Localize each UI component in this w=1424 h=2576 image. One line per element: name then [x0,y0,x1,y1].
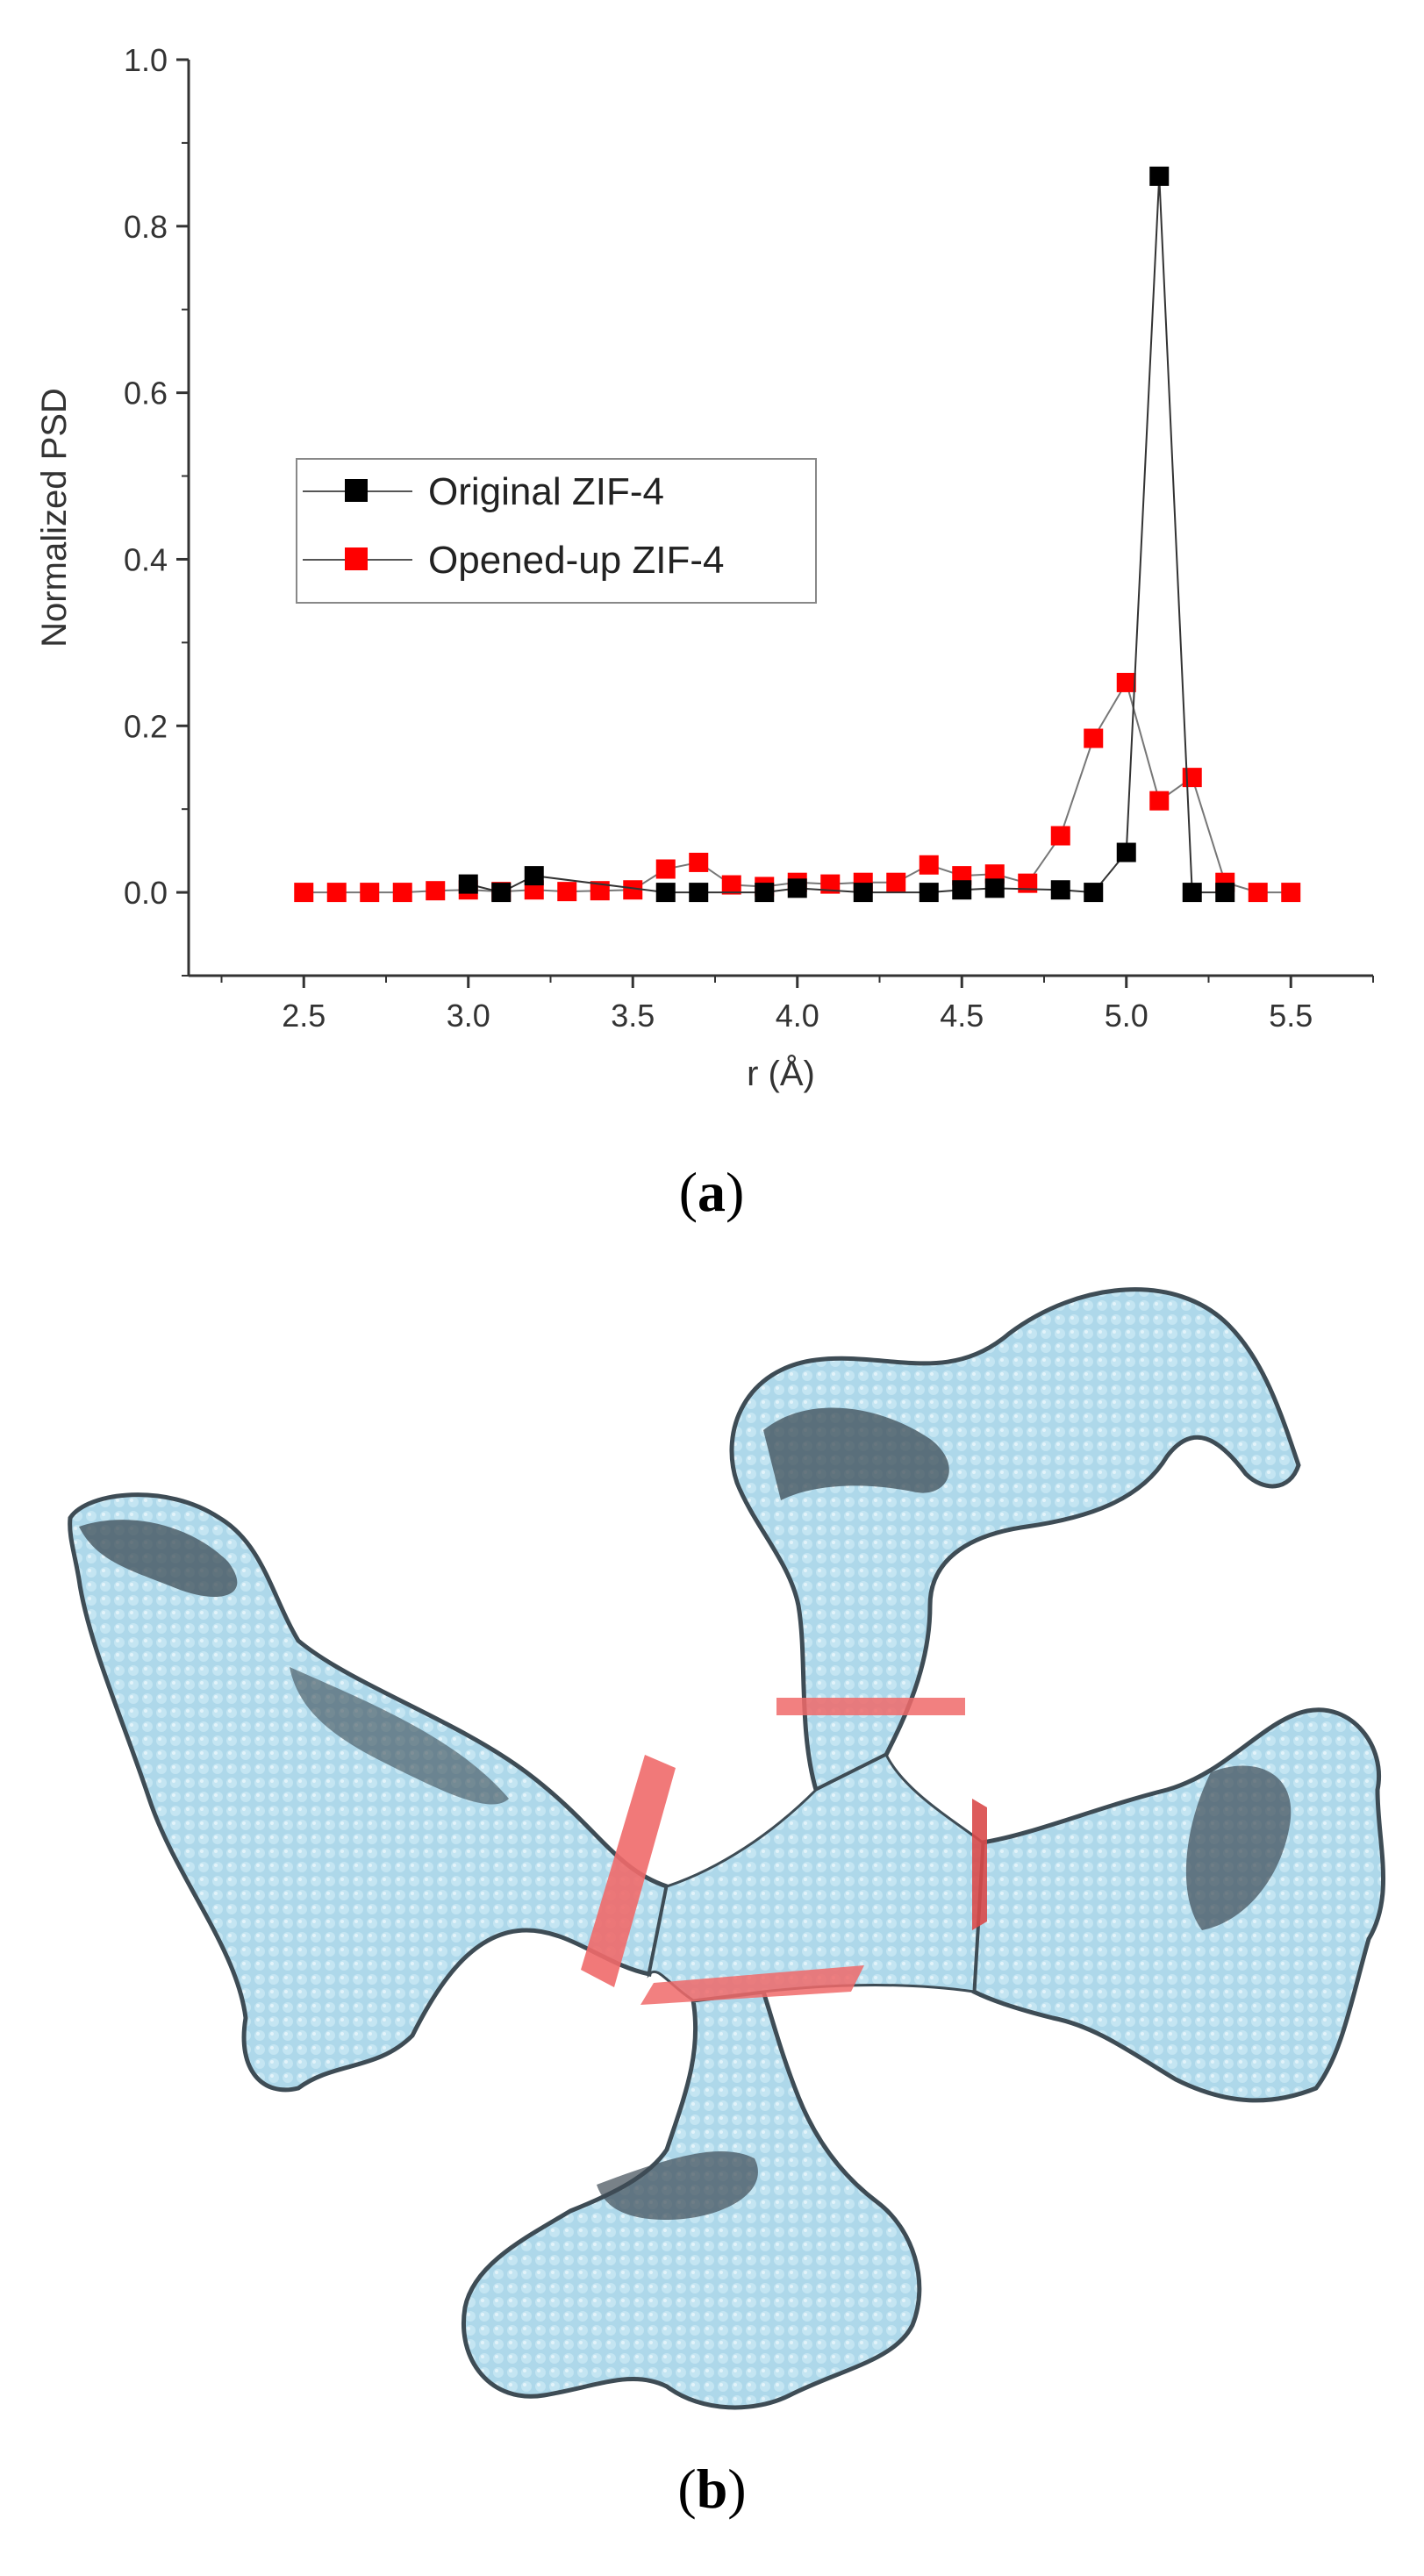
y-tick-label-1: 0.2 [124,708,168,744]
data-point-0-15 [1182,883,1202,903]
window-plane-right [972,1799,987,1930]
data-point-1-18 [886,872,906,892]
x-tick-label-5: 5.0 [1105,998,1149,1034]
pore-junction [647,1752,984,2002]
data-point-0-6 [787,878,807,898]
panel-label-a: (a) [679,1161,745,1223]
data-point-1-30 [1281,883,1301,903]
y-tick-label-3: 0.6 [124,376,168,411]
data-point-0-9 [952,880,972,900]
chart-series [294,166,1301,903]
x-tick-label-2: 3.5 [611,998,655,1034]
data-point-0-7 [853,883,873,903]
x-tick-label-3: 4.0 [776,998,819,1034]
psd-chart: 2.5 3.0 3.5 4.0 4.5 5.0 5.50.00.20.40.60.81.0 … [35,42,1374,1223]
data-point-1-27 [1182,768,1202,788]
data-point-1-24 [1084,728,1104,748]
pore-shadow-bottom [597,2150,758,2220]
data-point-1-19 [919,855,939,875]
pore-shadow-right [1185,1765,1292,1930]
legend-marker-original [345,479,368,502]
data-point-1-8 [557,882,577,902]
legend-box [296,458,817,604]
data-point-1-25 [1116,672,1136,692]
x-tick-label-4: 4.5 [940,998,984,1034]
pore-structure-image [68,1287,1386,2410]
pore-shadow-left-2 [290,1667,509,1805]
data-point-0-11 [1050,880,1070,900]
series-line-1 [304,680,1292,894]
data-point-0-16 [1215,883,1235,903]
data-point-1-4 [426,881,446,901]
y-tick-label-0: 0.0 [124,875,168,911]
data-point-0-8 [919,883,939,903]
legend-marker-opened [345,547,368,570]
data-point-1-29 [1248,883,1268,903]
data-point-1-13 [721,875,741,895]
pore-arm-right [971,1707,1386,2103]
y-tick-label-5: 1.0 [124,42,168,78]
series-1 [294,672,1301,903]
legend-label-original: Original ZIF-4 [428,470,664,513]
panel-label-b: (b) [677,2458,747,2520]
x-axis-title: r (Å) [747,1054,815,1093]
chart-legend: Original ZIF-4 Opened-up ZIF-4 [296,458,817,604]
data-point-0-10 [984,878,1005,898]
data-point-0-13 [1116,842,1136,862]
window-plane-top [776,1698,965,1715]
data-point-1-12 [689,852,709,872]
data-point-0-0 [458,874,478,894]
data-point-1-2 [360,883,380,903]
y-axis-title: Normalized PSD [35,388,74,648]
data-point-0-14 [1149,166,1170,186]
data-point-1-26 [1149,791,1170,811]
data-point-0-12 [1084,883,1104,903]
data-point-0-5 [755,883,775,903]
data-point-1-10 [623,880,643,900]
window-plane-left [581,1755,676,1987]
data-point-1-1 [326,883,347,903]
data-point-0-4 [689,883,709,903]
x-tick-label-0: 2.5 [282,998,326,1034]
data-point-1-3 [392,883,412,903]
data-point-0-1 [491,883,512,903]
data-point-1-11 [655,859,676,879]
window-plane-bottom [640,1965,864,2005]
legend-label-opened: Opened-up ZIF-4 [428,539,725,582]
x-tick-label-6: 5.5 [1269,998,1313,1034]
y-tick-label-2: 0.4 [124,541,168,577]
data-point-1-23 [1050,826,1070,846]
pore-shadow-left [79,1520,238,1597]
pore-arm-left [68,1492,669,2093]
data-point-1-22 [1018,873,1038,893]
series-0 [458,166,1235,903]
data-point-1-9 [590,881,610,901]
x-tick-label-1: 3.0 [447,998,490,1034]
data-point-0-2 [524,866,544,886]
y-tick-label-4: 0.8 [124,209,168,245]
data-point-0-3 [655,883,676,903]
data-point-1-16 [820,874,841,894]
chart-ticks: 2.5 3.0 3.5 4.0 4.5 5.0 5.5 0.0 0.2 0.4 0.6 0.8 1.0 [124,42,1374,1034]
pore-shadow-top [763,1407,949,1500]
data-point-1-0 [294,883,314,903]
